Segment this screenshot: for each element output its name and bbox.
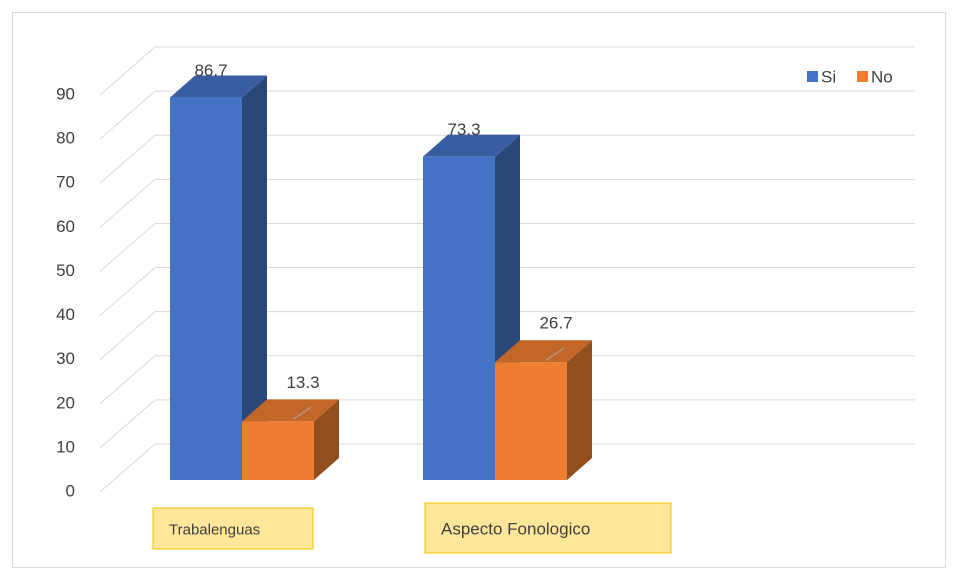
legend-label: Si bbox=[821, 67, 836, 86]
bar bbox=[170, 97, 242, 480]
grid-line-side bbox=[99, 134, 156, 184]
grid-line-side bbox=[99, 355, 156, 405]
data-label: 86.7 bbox=[194, 61, 227, 80]
bar-top bbox=[495, 340, 592, 363]
grid-line-side bbox=[99, 443, 156, 493]
bar-side bbox=[314, 399, 339, 480]
y-tick-label: 90 bbox=[56, 84, 75, 103]
y-tick-label: 50 bbox=[56, 261, 75, 280]
category-box bbox=[152, 507, 314, 550]
leader-line bbox=[545, 347, 565, 361]
legend-swatch bbox=[857, 71, 868, 82]
bar bbox=[423, 156, 495, 480]
bar-side bbox=[567, 340, 592, 480]
category-box bbox=[424, 502, 672, 554]
legend-swatch bbox=[807, 71, 818, 82]
grid-line-side bbox=[99, 223, 156, 272]
y-tick-label: 40 bbox=[56, 305, 75, 324]
bar-top bbox=[170, 75, 267, 98]
y-tick-label: 10 bbox=[56, 437, 75, 456]
y-tick-label: 80 bbox=[56, 129, 75, 148]
grid-line-side bbox=[99, 311, 156, 361]
grid-line-side bbox=[99, 46, 156, 96]
y-tick-label: 0 bbox=[66, 481, 75, 500]
bar bbox=[495, 362, 567, 480]
data-label: 13.3 bbox=[286, 373, 319, 392]
grid-line-side bbox=[99, 90, 156, 140]
data-label: 73.3 bbox=[447, 120, 480, 139]
bar-top bbox=[242, 399, 339, 422]
x-tick-label: Aspecto Fonologico bbox=[441, 519, 590, 538]
x-tick-label: Trabalenguas bbox=[169, 521, 260, 538]
bar-top bbox=[423, 134, 520, 157]
y-tick-label: 20 bbox=[56, 393, 75, 412]
leader-line bbox=[292, 406, 312, 420]
bar-side bbox=[242, 75, 267, 480]
legend-label: No bbox=[871, 67, 893, 86]
y-tick-label: 30 bbox=[56, 349, 75, 368]
y-tick-label: 70 bbox=[56, 173, 75, 192]
bar bbox=[242, 421, 314, 480]
y-tick-label: 60 bbox=[56, 217, 75, 236]
grid-line-side bbox=[99, 178, 156, 228]
data-label: 26.7 bbox=[539, 314, 572, 333]
grid-line-side bbox=[99, 267, 156, 316]
grid-line-side bbox=[99, 399, 156, 449]
